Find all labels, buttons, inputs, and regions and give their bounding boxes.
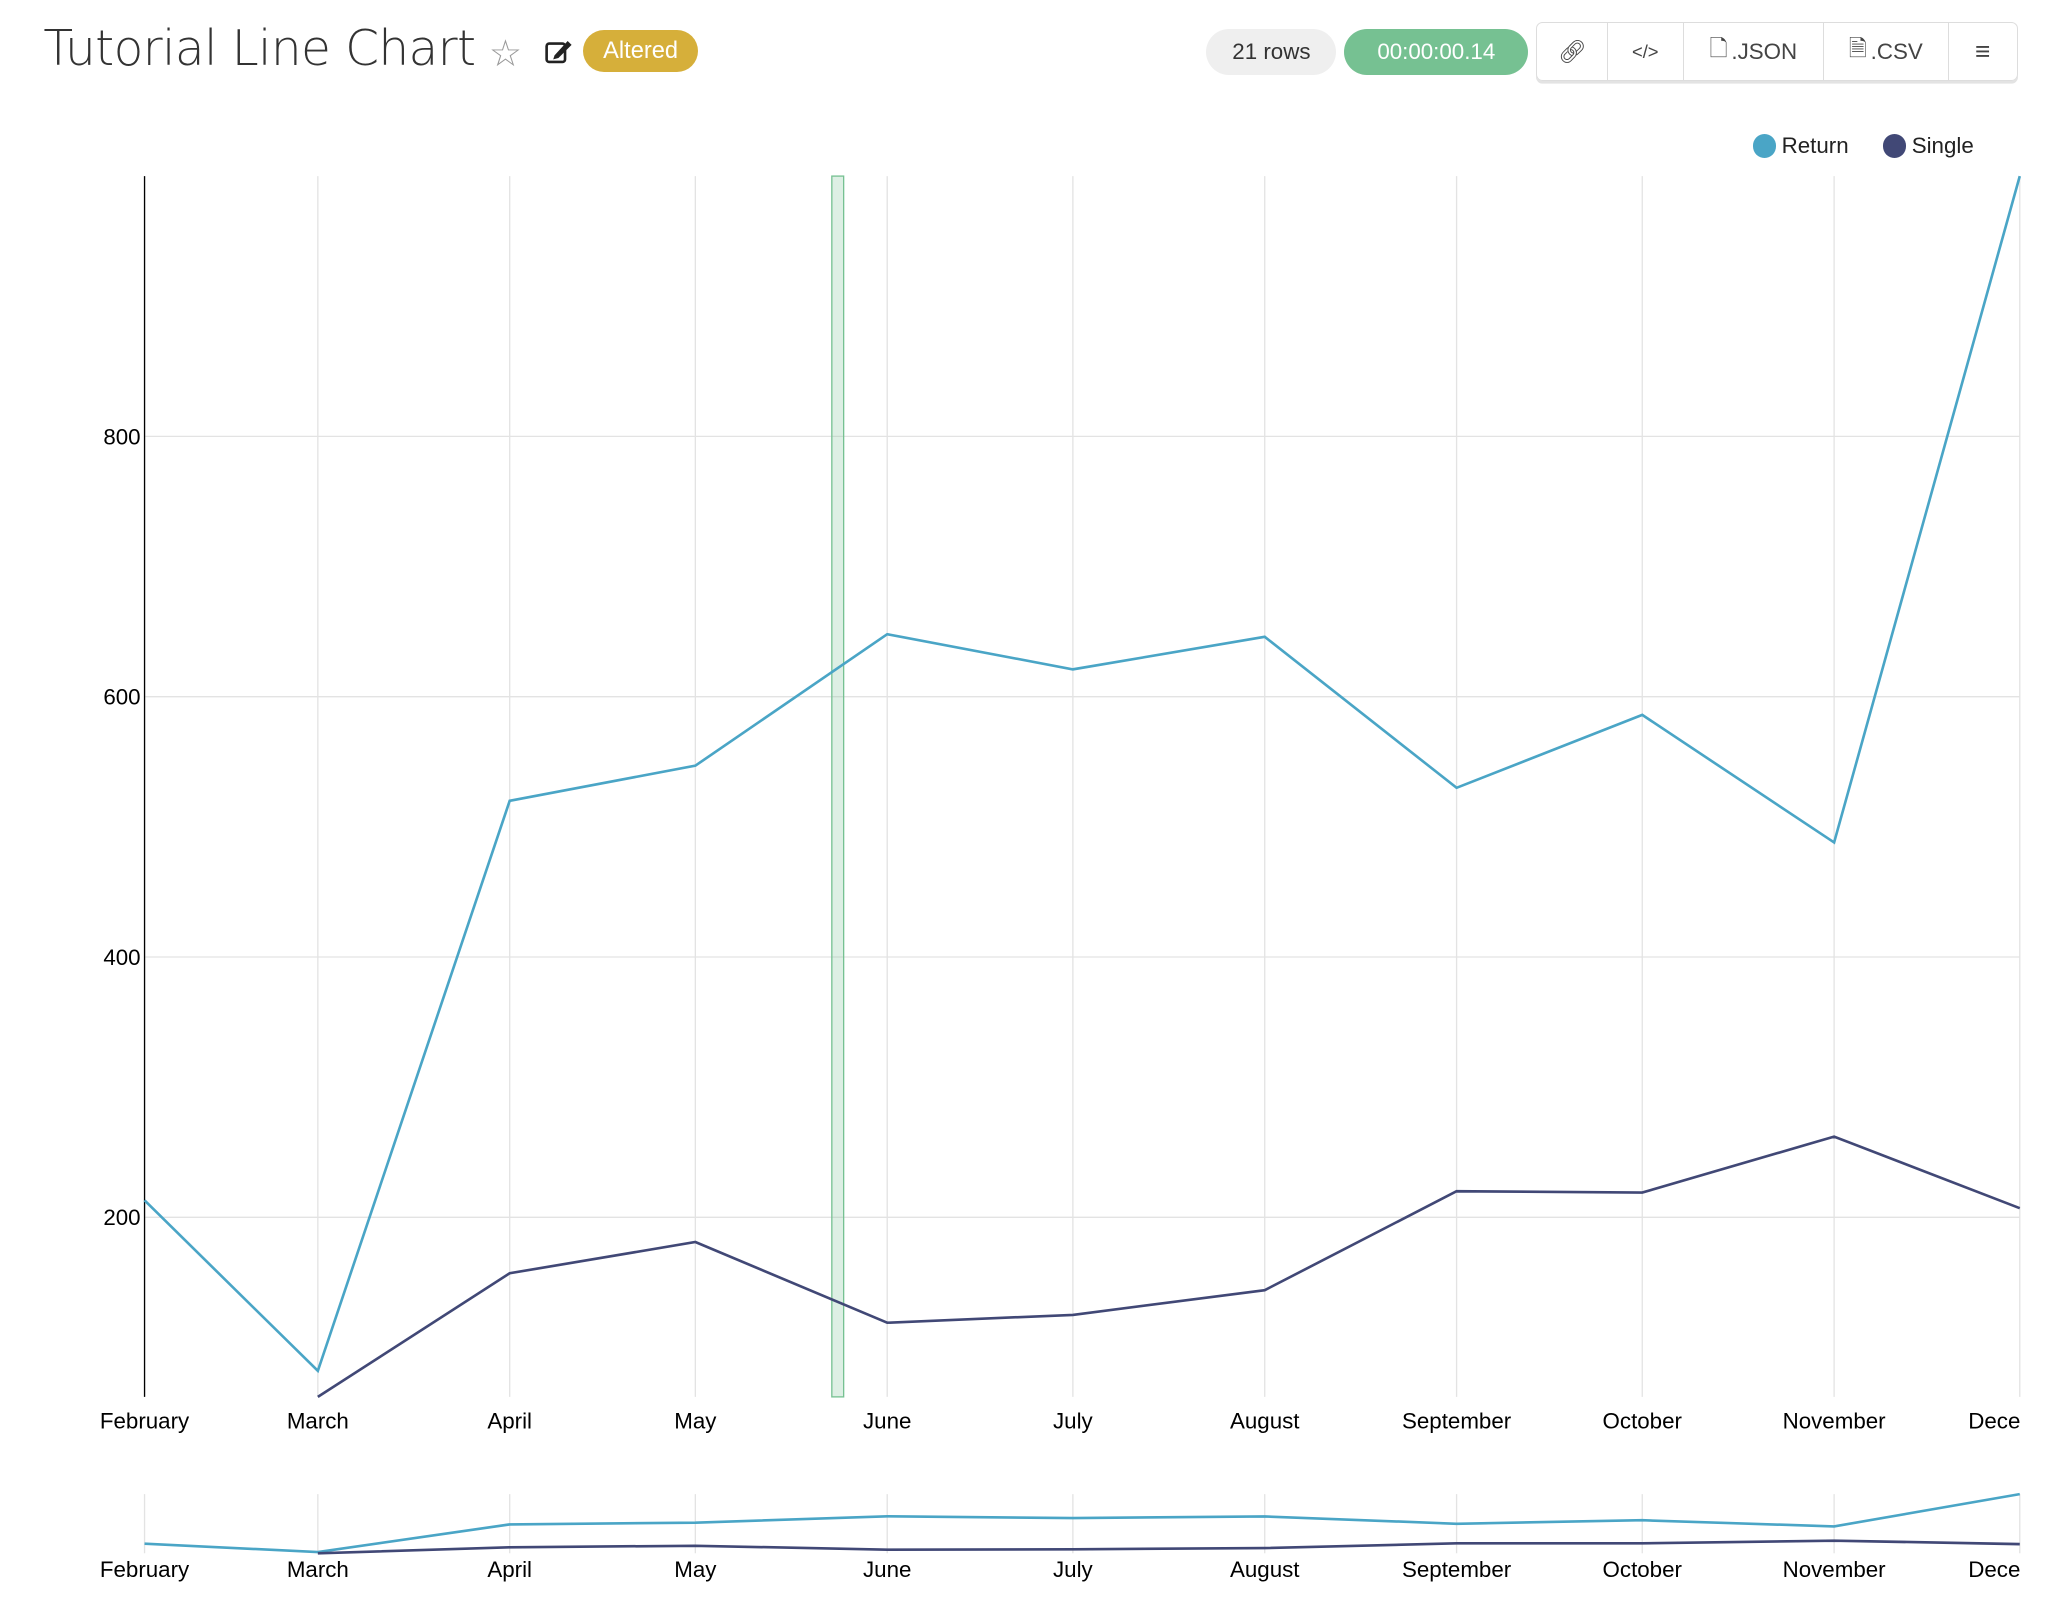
star-outline-icon[interactable]: ☆ <box>488 32 522 74</box>
x-tick-label: September <box>1402 1408 1512 1433</box>
x-tick-label: August <box>1230 1408 1300 1433</box>
overview-x-tick-label: November <box>1783 1557 1887 1582</box>
overview-line-single <box>317 1539 2020 1555</box>
y-tick-label: 200 <box>103 1205 140 1230</box>
legend-item-return[interactable]: Return <box>1752 133 1849 159</box>
x-tick-label: December <box>1968 1408 2050 1433</box>
y-tick-label: 800 <box>103 424 140 449</box>
x-tick-label: May <box>674 1408 717 1433</box>
embed-code-button[interactable]: </> <box>1608 23 1684 80</box>
y-tick-label: 600 <box>103 685 140 710</box>
hover-highlight-band <box>831 175 845 1398</box>
overview-x-tick-label: April <box>487 1557 532 1582</box>
file-code-icon: 🗋 <box>1709 35 1728 61</box>
chart-legend: Return Single <box>1752 133 1974 159</box>
overview-x-tick-label: March <box>287 1557 349 1582</box>
export-json-button[interactable]: 🗋 .JSON <box>1684 23 1824 80</box>
x-tick-label: June <box>863 1408 911 1433</box>
menu-icon: ≡ <box>1975 36 1991 67</box>
y-tick-label: 400 <box>103 945 140 970</box>
series-line-single <box>317 1135 2021 1398</box>
overview-x-tick-label: September <box>1402 1557 1512 1582</box>
query-timer-badge: 00:00:00.14 <box>1344 28 1529 75</box>
altered-badge: Altered <box>583 30 698 73</box>
overview-x-tick-label: August <box>1230 1557 1300 1582</box>
overview-x-tick-label: December <box>1968 1557 2050 1582</box>
overview-x-tick-label: May <box>674 1557 717 1582</box>
overview-x-tick-label: June <box>863 1557 911 1582</box>
code-icon: </> <box>1631 40 1659 62</box>
file-text-icon: 🗎 <box>1848 35 1867 61</box>
menu-button[interactable]: ≡ <box>1949 23 2017 80</box>
row-count-badge: 21 rows <box>1206 28 1337 75</box>
action-button-group: 🔗︎ </> 🗋 .JSON 🗎 .CSV ≡ <box>1536 22 2018 81</box>
export-csv-button[interactable]: 🗎 .CSV <box>1824 23 1949 80</box>
link-icon: 🔗︎ <box>1557 38 1587 64</box>
overview-line-return <box>144 1492 2020 1554</box>
overview-x-tick-label: July <box>1053 1557 1094 1582</box>
x-tick-label: April <box>487 1408 532 1433</box>
copy-link-button[interactable]: 🔗︎ <box>1537 23 1608 80</box>
overview-x-tick-label: February <box>100 1557 190 1582</box>
legend-swatch-single <box>1882 133 1907 158</box>
edit-icon[interactable] <box>544 37 573 66</box>
legend-item-single[interactable]: Single <box>1882 133 1974 159</box>
x-tick-label: March <box>287 1408 349 1433</box>
x-tick-label: February <box>100 1408 190 1433</box>
page-title: Tutorial Line Chart <box>43 21 476 78</box>
legend-swatch-return <box>1752 133 1777 158</box>
x-tick-label: November <box>1783 1408 1887 1433</box>
x-tick-label: July <box>1053 1408 1094 1433</box>
x-tick-label: October <box>1603 1408 1683 1433</box>
series-line-return <box>143 175 2022 1374</box>
overview-x-tick-label: October <box>1603 1557 1683 1582</box>
